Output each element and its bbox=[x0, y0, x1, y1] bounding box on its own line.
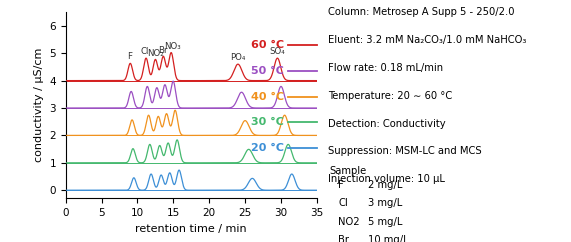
Text: 5 mg/L: 5 mg/L bbox=[368, 217, 403, 227]
Text: 50 °C: 50 °C bbox=[251, 66, 284, 76]
Text: Column: Metrosep A Supp 5 - 250/2.0: Column: Metrosep A Supp 5 - 250/2.0 bbox=[328, 7, 515, 17]
Text: Br: Br bbox=[158, 45, 167, 55]
Text: 40 °C: 40 °C bbox=[251, 91, 284, 102]
Text: Suppression: MSM-LC and MCS: Suppression: MSM-LC and MCS bbox=[328, 146, 482, 156]
Text: 30 °C: 30 °C bbox=[251, 117, 284, 128]
Text: 2 mg/L: 2 mg/L bbox=[368, 180, 403, 190]
X-axis label: retention time / min: retention time / min bbox=[135, 224, 247, 234]
Text: Detection: Conductivity: Detection: Conductivity bbox=[328, 119, 446, 129]
Text: Eluent: 3.2 mM Na₂CO₃/1.0 mM NaHCO₃: Eluent: 3.2 mM Na₂CO₃/1.0 mM NaHCO₃ bbox=[328, 35, 526, 45]
Text: 3 mg/L: 3 mg/L bbox=[368, 198, 403, 208]
Text: NO₂: NO₂ bbox=[147, 49, 164, 58]
Text: F: F bbox=[127, 53, 132, 61]
Text: Injection volume: 10 μL: Injection volume: 10 μL bbox=[328, 174, 445, 184]
Text: SO₄: SO₄ bbox=[270, 47, 286, 56]
Y-axis label: conductivity / µS/cm: conductivity / µS/cm bbox=[34, 48, 44, 162]
Text: NO₃: NO₃ bbox=[164, 42, 181, 51]
Text: Cl: Cl bbox=[141, 47, 149, 56]
Text: Cl: Cl bbox=[338, 198, 348, 208]
Text: Temperature: 20 ∼ 60 °C: Temperature: 20 ∼ 60 °C bbox=[328, 91, 453, 101]
Text: F: F bbox=[338, 180, 344, 190]
Text: NO2: NO2 bbox=[338, 217, 360, 227]
Text: 10 mg/L: 10 mg/L bbox=[368, 235, 409, 242]
Text: 20 °C: 20 °C bbox=[251, 143, 284, 153]
Text: Flow rate: 0.18 mL/min: Flow rate: 0.18 mL/min bbox=[328, 63, 444, 73]
Text: Sample: Sample bbox=[329, 166, 366, 176]
Text: Br: Br bbox=[338, 235, 349, 242]
Text: PO₄: PO₄ bbox=[230, 53, 246, 62]
Text: 60 °C: 60 °C bbox=[251, 40, 284, 50]
